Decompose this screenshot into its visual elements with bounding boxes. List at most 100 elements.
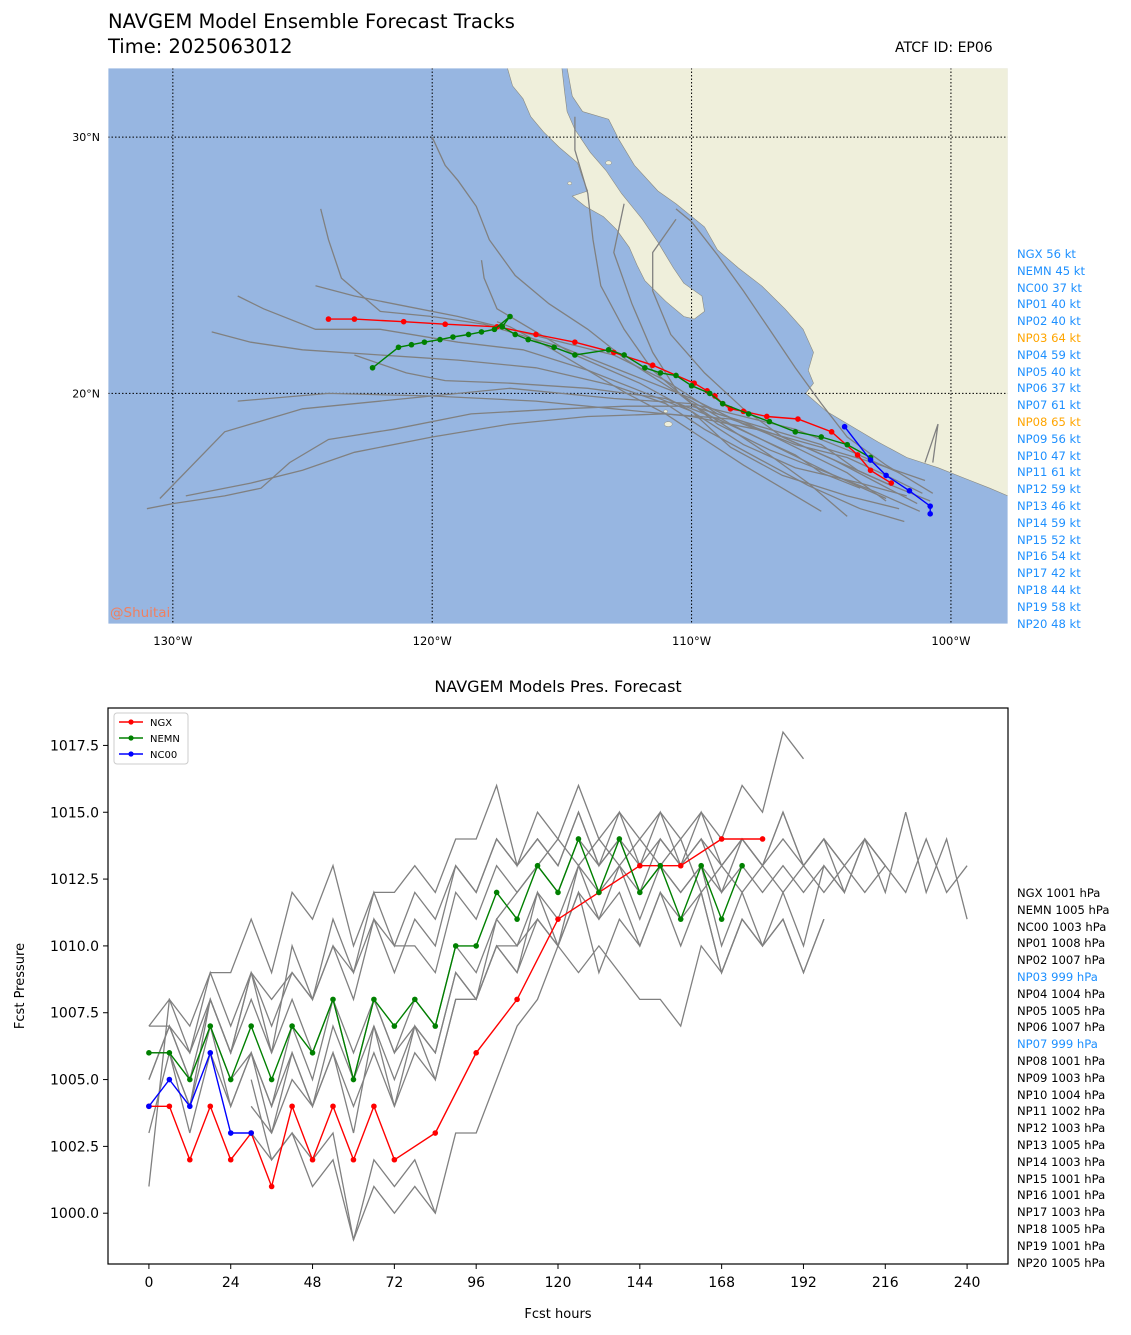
member-track (924, 423, 939, 463)
ngx-pressure-point (555, 916, 561, 922)
ngx-pressure-point (187, 1156, 193, 1163)
y-tick-label: 1000.0 (50, 1206, 99, 1222)
island (567, 181, 572, 186)
nemn-pressure-point (412, 996, 418, 1003)
y-tick-label: 1002.5 (50, 1139, 99, 1155)
nemn-track-point (491, 326, 498, 333)
x-tick-label: 216 (872, 1275, 899, 1291)
wind-legend-item: NP02 40 kt (1017, 314, 1081, 329)
ngx-pressure-point (350, 1156, 357, 1163)
wind-legend-item: NP07 61 kt (1017, 398, 1081, 413)
ngx-track-point (649, 362, 656, 369)
series-legend-box (113, 712, 189, 765)
ngx-pressure-point (432, 1130, 439, 1136)
pressure-legend-item: NP14 1003 hPa (1017, 1154, 1106, 1169)
nemn-track-point (507, 313, 513, 320)
wind-legend-item: NP13 46 kt (1017, 498, 1081, 513)
nemn-pressure-point (575, 836, 582, 842)
pressure-legend-item: NP13 1005 hPa (1017, 1137, 1106, 1152)
nemn-pressure-point (698, 862, 704, 869)
ngx-pressure-point (718, 836, 725, 842)
member-track (185, 413, 918, 505)
wind-legend-item: NGX 56 kt (1017, 247, 1076, 261)
nemn-pressure-point (514, 916, 520, 922)
legend-label: NGX (150, 718, 172, 729)
nc00-track-point (927, 503, 933, 509)
ngx-track-point (400, 318, 407, 325)
nemn-track-point (673, 372, 679, 379)
ngx-pressure-point (289, 1103, 295, 1110)
nemn-pressure-point (616, 836, 623, 842)
lat-label: 30°N (72, 131, 100, 144)
wind-legend-item: NP01 40 kt (1017, 297, 1081, 312)
series-legend: NGX NEMN NC00 (113, 712, 189, 765)
y-tick-label: 1007.5 (50, 1006, 99, 1022)
member-track (354, 354, 861, 489)
nemn-track-point (478, 329, 485, 335)
y-axis-label: Fcst Pressure (13, 943, 28, 1029)
ngx-pressure-point (166, 1103, 173, 1110)
nemn-track-point (437, 336, 443, 343)
pressure-legend-item: NP07 999 hPa (1017, 1037, 1098, 1052)
nemn-track-point (657, 370, 664, 376)
nc00-pressure-point (207, 1050, 214, 1056)
lat-label: 20°N (72, 387, 100, 400)
pressure-legend: NGX 1001 hPa NEMN 1005 hPa NC00 1003 hPa NP… (1017, 885, 1109, 1271)
pressure-legend-item: NP06 1007 hPa (1017, 1020, 1106, 1035)
nemn-pressure-point (391, 1023, 398, 1029)
pressure-legend-item: NP02 1007 hPa (1017, 953, 1106, 968)
nemn-pressure-point (534, 862, 541, 869)
member-track (652, 218, 931, 502)
pressure-legend-item: NP04 1004 hPa (1017, 986, 1106, 1001)
pressure-legend-item: NEMN 1005 hPa (1017, 902, 1110, 917)
nc00-track-point (883, 472, 889, 479)
pressure-legend-item: NGX 1001 hPa (1017, 886, 1101, 900)
lon-label: 100°W (931, 634, 970, 648)
ngx-track-point (442, 321, 448, 328)
nemn-track-point (525, 336, 531, 343)
nemn-pressure-point (677, 916, 684, 922)
wind-legend-item: NP18 44 kt (1017, 582, 1081, 597)
nemn-pressure-point (452, 943, 459, 949)
member-track (159, 387, 900, 499)
lon-label: 110°W (672, 634, 711, 648)
nemn-pressure-point (739, 862, 745, 869)
wind-legend-item: NP04 59 kt (1017, 347, 1081, 362)
nc00-track-point (867, 457, 874, 463)
member-track (320, 208, 923, 494)
ngx-track-point (351, 316, 358, 322)
nemn-track-point (450, 334, 456, 340)
ngx-pressure-point (759, 836, 766, 842)
member-pressure-line (250, 837, 968, 1135)
nemn-pressure-point (166, 1050, 173, 1056)
island (663, 421, 673, 427)
member-track (496, 321, 822, 512)
ngx-pressure-point (207, 1103, 214, 1110)
wind-legend-item: NP12 59 kt (1017, 482, 1081, 497)
legend-label: NC00 (150, 750, 177, 761)
pressure-legend-item: NP05 1005 hPa (1017, 1003, 1106, 1018)
nemn-track-point (421, 339, 428, 345)
island (663, 409, 668, 414)
nemn-pressure-point (187, 1076, 193, 1083)
y-tick-label: 1017.5 (50, 738, 99, 754)
ngx-pressure-line (148, 838, 763, 1189)
wind-legend-item: NP19 58 kt (1017, 599, 1081, 614)
nemn-pressure-point (146, 1050, 152, 1056)
track-map: 30°N 20°N 130°W 120°W 110°W 100°W @Shuitai (72, 67, 1009, 648)
nemn-pressure-point (330, 996, 336, 1003)
ngx-track-point (795, 416, 801, 422)
x-tick-label: 96 (467, 1275, 485, 1291)
ngx-pressure-point (309, 1156, 316, 1163)
pressure-legend-item: NP16 1001 hPa (1017, 1188, 1106, 1203)
ngx-track-point (572, 339, 578, 345)
nemn-track-point (688, 382, 695, 389)
nemn-track-point (719, 400, 726, 407)
ngx-pressure-point (268, 1183, 275, 1190)
member-track (237, 392, 926, 482)
member-pressure-line (148, 730, 805, 1187)
ngx-pressure-point (514, 996, 520, 1003)
member-pressure-line (148, 864, 825, 1109)
nemn-track-point (642, 364, 648, 371)
wind-legend-item: NP14 59 kt (1017, 515, 1081, 530)
